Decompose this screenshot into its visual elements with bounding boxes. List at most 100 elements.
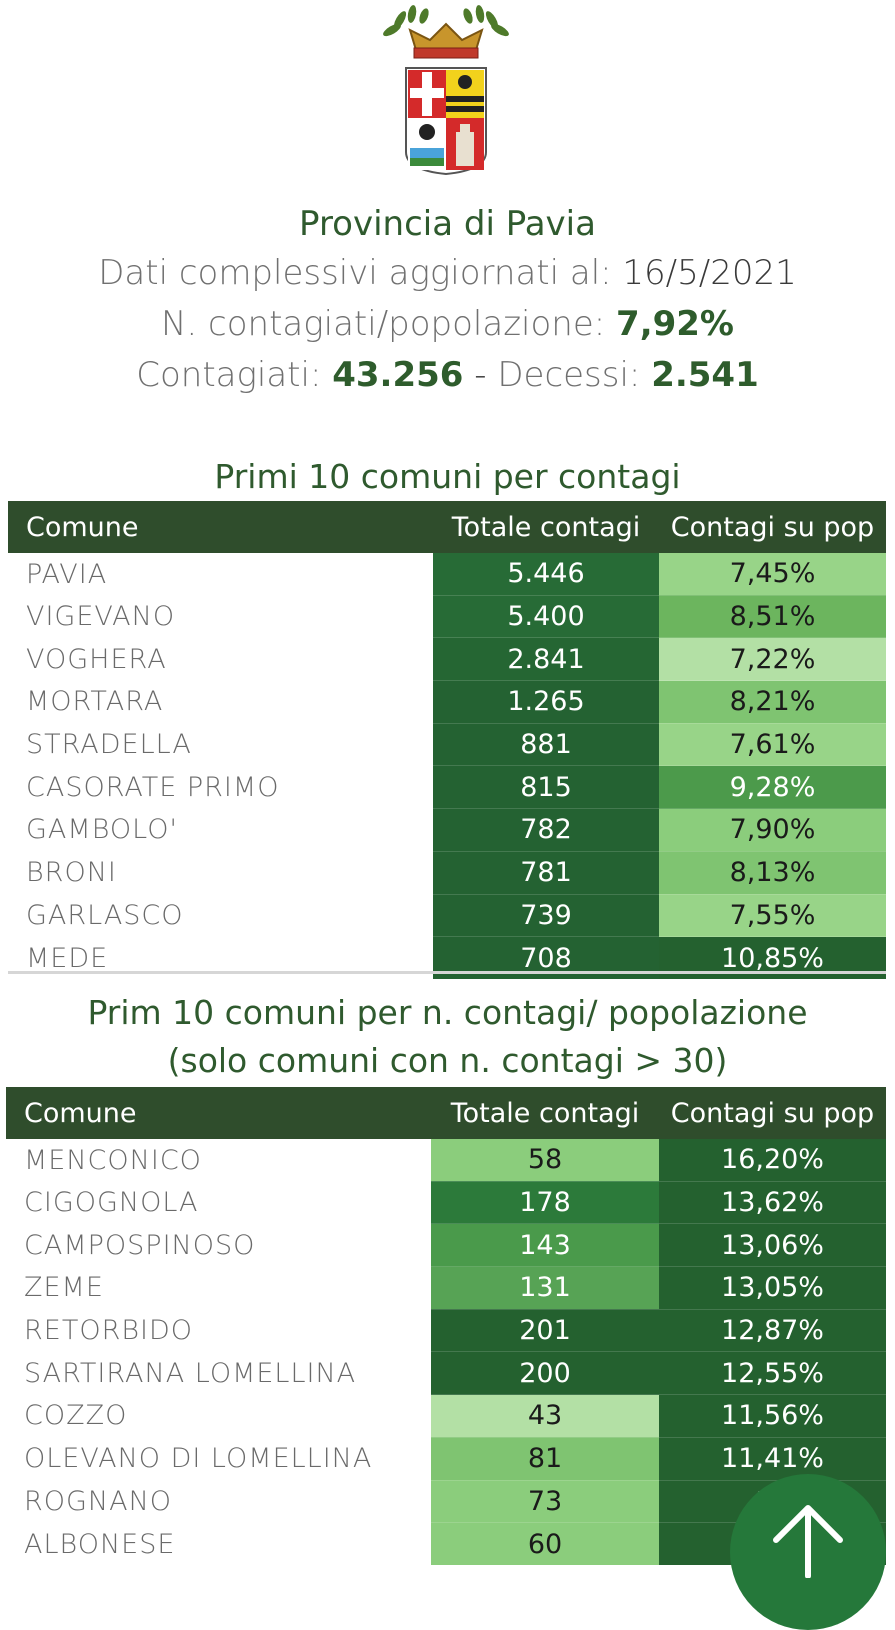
cell-contagi-su-pop: 16,20% [659, 1139, 886, 1182]
cell-totale-contagi: 739 [433, 894, 659, 938]
cell-contagi-su-pop: 7,45% [659, 553, 886, 596]
cell-totale-contagi: 73 [431, 1480, 659, 1524]
cell-comune: GAMBOLO' [8, 808, 433, 852]
cell-totale-contagi: 81 [431, 1437, 659, 1481]
table1-bottom-border [8, 971, 886, 974]
cell-comune: RETORBIDO [6, 1309, 431, 1352]
cell-totale-contagi: 143 [431, 1223, 659, 1268]
column-header-totale[interactable]: Totale contagi [431, 1087, 659, 1139]
table-row: BRONI 781 8,13% [8, 851, 886, 895]
table-row: CAMPOSPINOSO 143 13,06% [6, 1223, 886, 1268]
cell-contagi-su-pop: 7,22% [659, 637, 886, 682]
cell-totale-contagi: 781 [433, 851, 659, 895]
table-row: GAMBOLO' 782 7,90% [8, 808, 886, 852]
separator: - [474, 355, 487, 395]
cell-contagi-su-pop: 13,62% [659, 1181, 886, 1225]
table2-title-line2: (solo comuni con n. contagi > 30) [167, 1041, 728, 1080]
cell-comune: OLEVANO DI LOMELLINA [6, 1437, 431, 1480]
column-header-pop[interactable]: Contagi su pop [659, 501, 886, 553]
cell-contagi-su-pop: 13,06% [659, 1223, 886, 1268]
table-row: OLEVANO DI LOMELLINA 81 11,41% [6, 1437, 886, 1481]
cell-totale-contagi: 131 [431, 1266, 659, 1310]
top-cases-table: Comune Totale contagi Contagi su pop PAV… [8, 501, 886, 980]
date-line: Dati complessivi aggiornati al: 16/5/202… [0, 248, 895, 299]
cell-comune: VOGHERA [8, 637, 433, 681]
table-row: VIGEVANO 5.400 8,51% [8, 595, 886, 639]
cell-comune: GARLASCO [8, 894, 433, 937]
table-row: VOGHERA 2.841 7,22% [8, 637, 886, 682]
table-row: RETORBIDO 201 12,87% [6, 1309, 886, 1353]
page-title: Provincia di Pavia [299, 204, 596, 244]
table-header-row: Comune Totale contagi Contagi su pop [6, 1087, 886, 1139]
cell-totale-contagi: 1.265 [433, 680, 659, 724]
arrow-up-icon [773, 1505, 843, 1578]
cell-comune: ZEME [6, 1266, 431, 1310]
ratio-label: N. contagiati/popolazione: [160, 304, 606, 344]
cell-totale-contagi: 782 [433, 808, 659, 852]
province-crest-icon [383, 5, 509, 176]
cases-line: Contagiati: 43.256 - Decessi: 2.541 [0, 350, 895, 401]
cell-comune: ALBONESE [6, 1522, 431, 1566]
table-row: COZZO 43 11,56% [6, 1394, 886, 1438]
cell-totale-contagi: 58 [431, 1139, 659, 1182]
cell-totale-contagi: 178 [431, 1181, 659, 1225]
cell-comune: MORTARA [8, 680, 433, 724]
cases-label: Contagiati: [136, 355, 322, 395]
table-row: CIGOGNOLA 178 13,62% [6, 1181, 886, 1225]
cell-comune: VIGEVANO [8, 595, 433, 638]
deaths-value: 2.541 [651, 355, 759, 395]
cell-comune: STRADELLA [8, 723, 433, 766]
cell-contagi-su-pop: 12,87% [659, 1309, 886, 1353]
table-row: SARTIRANA LOMELLINA 200 12,55% [6, 1351, 886, 1396]
column-header-comune[interactable]: Comune [8, 501, 433, 553]
cell-totale-contagi: 2.841 [433, 637, 659, 682]
cell-comune: MENCONICO [6, 1139, 431, 1182]
date-value: 16/5/2021 [622, 253, 797, 293]
column-header-comune[interactable]: Comune [6, 1087, 431, 1139]
cell-comune: BRONI [8, 851, 433, 894]
cell-contagi-su-pop: 8,51% [659, 595, 886, 639]
column-header-totale[interactable]: Totale contagi [433, 501, 659, 553]
cell-totale-contagi: 5.400 [433, 595, 659, 639]
scroll-to-top-button[interactable] [730, 1474, 886, 1630]
date-label: Dati complessivi aggiornati al: [98, 253, 612, 293]
cell-totale-contagi: 60 [431, 1522, 659, 1566]
table-header-row: Comune Totale contagi Contagi su pop [8, 501, 886, 553]
cases-value: 43.256 [332, 355, 464, 395]
ratio-line: N. contagiati/popolazione: 7,92% [0, 299, 895, 350]
table-row: GARLASCO 739 7,55% [8, 894, 886, 938]
ratio-value: 7,92% [616, 304, 735, 344]
cell-contagi-su-pop: 11,56% [659, 1394, 886, 1438]
table-row: PAVIA 5.446 7,45% [8, 553, 886, 596]
cell-contagi-su-pop: 11,41% [659, 1437, 886, 1481]
cell-contagi-su-pop: 7,55% [659, 894, 886, 938]
cell-comune: CASORATE PRIMO [8, 765, 433, 809]
cell-comune: ROGNANO [6, 1480, 431, 1523]
table-row: MORTARA 1.265 8,21% [8, 680, 886, 724]
table1-title: Primi 10 comuni per contagi [214, 457, 681, 496]
summary-header: Provincia di Pavia Dati complessivi aggi… [0, 200, 895, 401]
deaths-label: Decessi: [497, 355, 641, 395]
cell-comune: PAVIA [8, 553, 433, 596]
cell-totale-contagi: 5.446 [433, 553, 659, 596]
cell-totale-contagi: 201 [431, 1309, 659, 1353]
cell-comune: CIGOGNOLA [6, 1181, 431, 1224]
table-row: STRADELLA 881 7,61% [8, 723, 886, 767]
cell-totale-contagi: 815 [433, 765, 659, 810]
cell-contagi-su-pop: 9,28% [659, 765, 886, 810]
cell-contagi-su-pop: 12,55% [659, 1351, 886, 1396]
table-row: ZEME 131 13,05% [6, 1266, 886, 1310]
cell-totale-contagi: 881 [433, 723, 659, 767]
table2-title-line1: Prim 10 comuni per n. contagi/ popolazio… [87, 993, 808, 1032]
table-row: MENCONICO 58 16,20% [6, 1139, 886, 1182]
cell-contagi-su-pop: 8,21% [659, 680, 886, 724]
cell-comune: COZZO [6, 1394, 431, 1438]
column-header-pop[interactable]: Contagi su pop [659, 1087, 886, 1139]
cell-contagi-su-pop: 8,13% [659, 851, 886, 895]
table-row: CASORATE PRIMO 815 9,28% [8, 765, 886, 810]
cell-contagi-su-pop: 7,61% [659, 723, 886, 767]
cell-totale-contagi: 200 [431, 1351, 659, 1396]
cell-comune: CAMPOSPINOSO [6, 1223, 431, 1267]
cell-totale-contagi: 43 [431, 1394, 659, 1438]
cell-contagi-su-pop: 13,05% [659, 1266, 886, 1310]
